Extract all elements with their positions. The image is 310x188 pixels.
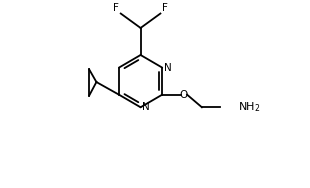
Text: N: N — [164, 63, 172, 73]
Text: F: F — [162, 3, 168, 13]
Text: O: O — [180, 90, 188, 100]
Text: N: N — [142, 102, 150, 112]
Text: F: F — [113, 3, 119, 13]
Text: NH$_2$: NH$_2$ — [238, 100, 260, 114]
